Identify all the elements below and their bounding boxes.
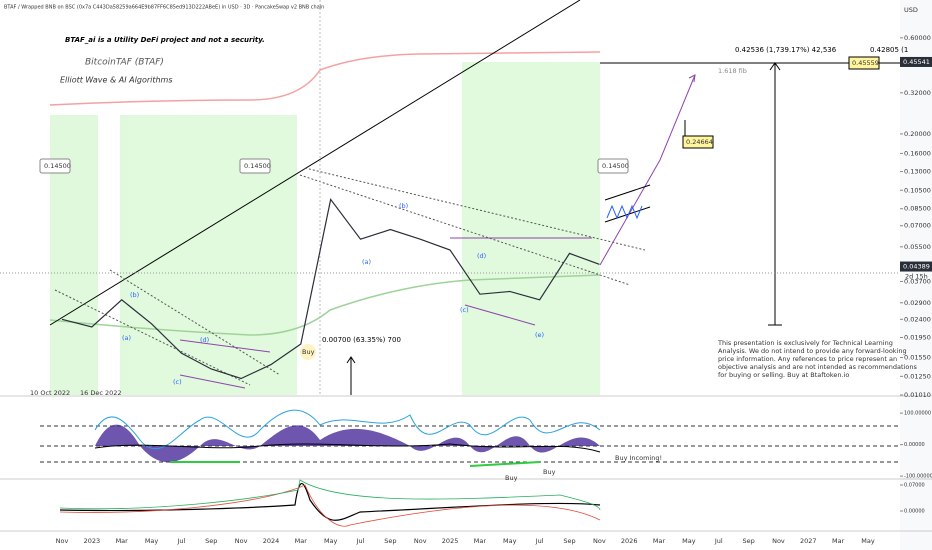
- wave-label: (d): [477, 252, 486, 260]
- y-tick-label: 0.01250: [904, 372, 931, 380]
- x-tick-label: Nov: [593, 537, 606, 545]
- disclaimer-line: objective analysis and are not intended …: [718, 363, 917, 371]
- x-tick-label: 2025: [442, 537, 459, 545]
- y-tick-label: 0.02400: [904, 315, 931, 323]
- x-tick-label: May: [324, 537, 338, 545]
- price-tag: [900, 261, 932, 272]
- y-tick-label: 0.00000: [904, 442, 925, 448]
- x-tick-label: Jul: [535, 537, 544, 545]
- x-tick-label: Mar: [832, 537, 845, 545]
- overlays: [0, 0, 932, 532]
- method: Elliott Wave & AI Algorithms: [60, 76, 173, 85]
- wave-label: (c): [173, 378, 182, 386]
- level-label: 0.14500: [602, 162, 629, 170]
- level-tags: [39, 158, 629, 174]
- buy-label: Buy: [543, 468, 556, 476]
- x-tick-label: Nov: [772, 537, 785, 545]
- wave-label: (b): [130, 291, 139, 299]
- x-tick-label: 2024: [263, 537, 280, 545]
- wave-label: (b): [399, 202, 408, 210]
- buy-incoming: Buy Incoming!: [615, 454, 662, 462]
- wave-label: (c): [460, 306, 469, 314]
- x-tick-label: May: [682, 537, 696, 545]
- range-label: 0.00700 (63.35%) 700: [322, 336, 401, 344]
- x-tick-label: Mar: [474, 537, 487, 545]
- y-tick-label: 0.32000: [904, 89, 931, 97]
- y-tick-label: 0.00000: [904, 508, 925, 514]
- disclaimer-line: Analysis. We do not intend to provide an…: [718, 347, 907, 355]
- x-tick-label: Jul: [176, 537, 185, 545]
- header: BTAF / Wrapped BNB on BSC (0x7a C443Da58…: [4, 5, 324, 11]
- y-tick-label: 0.03700: [904, 277, 931, 285]
- wave-label: (a): [122, 334, 131, 342]
- x-tick-label: May: [503, 537, 517, 545]
- level-label: 0.14500: [44, 162, 71, 170]
- range-label: 0.42805 (1: [870, 46, 908, 54]
- oscillator-drawing: [40, 409, 900, 527]
- currency: USD: [904, 6, 918, 14]
- x-tick-label: Jul: [714, 537, 723, 545]
- axis-bg: [900, 0, 932, 550]
- disclaimer-line: for buying or selling. Buy at Btaftoken.…: [718, 371, 849, 379]
- range-label: 0.42536 (1,739.17%) 42,536: [735, 46, 837, 54]
- target-label: 0.45559: [852, 59, 879, 67]
- x-tick-label: Mar: [116, 537, 129, 545]
- x-tick-label: Nov: [56, 537, 69, 545]
- disclaimer: This presentation is exclusively for Tec…: [717, 339, 917, 379]
- y-tick-label: -100.00000: [904, 474, 932, 480]
- level-label: 0.14500: [244, 162, 271, 170]
- date-label: 16 Dec 2022: [80, 389, 122, 397]
- disclaimer-line: This presentation is exclusively for Tec…: [717, 339, 893, 347]
- y-tick-label: 0.07000: [904, 483, 925, 489]
- y-tick-label: 100.00000: [904, 411, 931, 417]
- y-tick-label: 0.05500: [904, 243, 931, 251]
- y-tick-label: 0.10500: [904, 186, 931, 194]
- x-tick-label: Jul: [356, 537, 365, 545]
- y-tick-label: 0.01010: [904, 391, 931, 399]
- target-label: 0.24664: [686, 138, 713, 146]
- countdown: 2d 15h: [905, 273, 928, 281]
- x-tick-label: 2023: [84, 537, 101, 545]
- y-tick-label: 0.07000: [904, 222, 931, 230]
- wave-label: (a): [362, 258, 371, 266]
- x-tick-label: Nov: [414, 537, 427, 545]
- price-line: [61, 197, 600, 380]
- y-tick-label: 0.20000: [904, 130, 931, 138]
- y-tick-label: 0.08500: [904, 205, 931, 213]
- x-tick-label: Sep: [563, 537, 575, 545]
- x-tick-label: Mar: [653, 537, 666, 545]
- project-name: BitcoinTAF (BTAF): [85, 58, 164, 68]
- buy-badge: [300, 344, 316, 360]
- buy-label: Buy: [302, 348, 315, 356]
- wave-label: (e): [535, 331, 544, 339]
- y-tick-label: 0.60000: [904, 34, 931, 42]
- wave-label: (d): [200, 336, 209, 344]
- y-tick-label: 0.13000: [904, 168, 931, 176]
- x-tick-label: May: [145, 537, 159, 545]
- fib-label: 1.618 fib: [718, 67, 747, 75]
- x-tick-label: 2026: [621, 537, 638, 545]
- x-tick-label: Mar: [295, 537, 308, 545]
- target-box: [848, 56, 880, 70]
- x-tick-label: Sep: [205, 537, 217, 545]
- date-label: 10 Oct 2022: [30, 389, 70, 397]
- note: BTAF_ai is a Utility DeFi project and no…: [65, 36, 265, 44]
- x-tick-label: Sep: [384, 537, 396, 545]
- target-box: [682, 135, 714, 149]
- price-tag-label: 0.45541: [903, 58, 930, 66]
- y-tick-label: 0.01950: [904, 333, 931, 341]
- y-tick-label: 0.16000: [904, 149, 931, 157]
- buy-label: Buy: [505, 474, 518, 482]
- y-tick-label: 0.02900: [904, 299, 931, 307]
- x-tick-label: 2027: [800, 537, 817, 545]
- x-tick-label: Sep: [742, 537, 754, 545]
- y-tick-label: 0.01550: [904, 354, 931, 362]
- disclaimer-line: price information. Any references to pri…: [718, 355, 897, 363]
- x-tick-label: May: [861, 537, 875, 545]
- x-tick-label: Nov: [235, 537, 248, 545]
- price-tag-label: 0.04389: [903, 263, 930, 271]
- price-tag: [900, 56, 932, 67]
